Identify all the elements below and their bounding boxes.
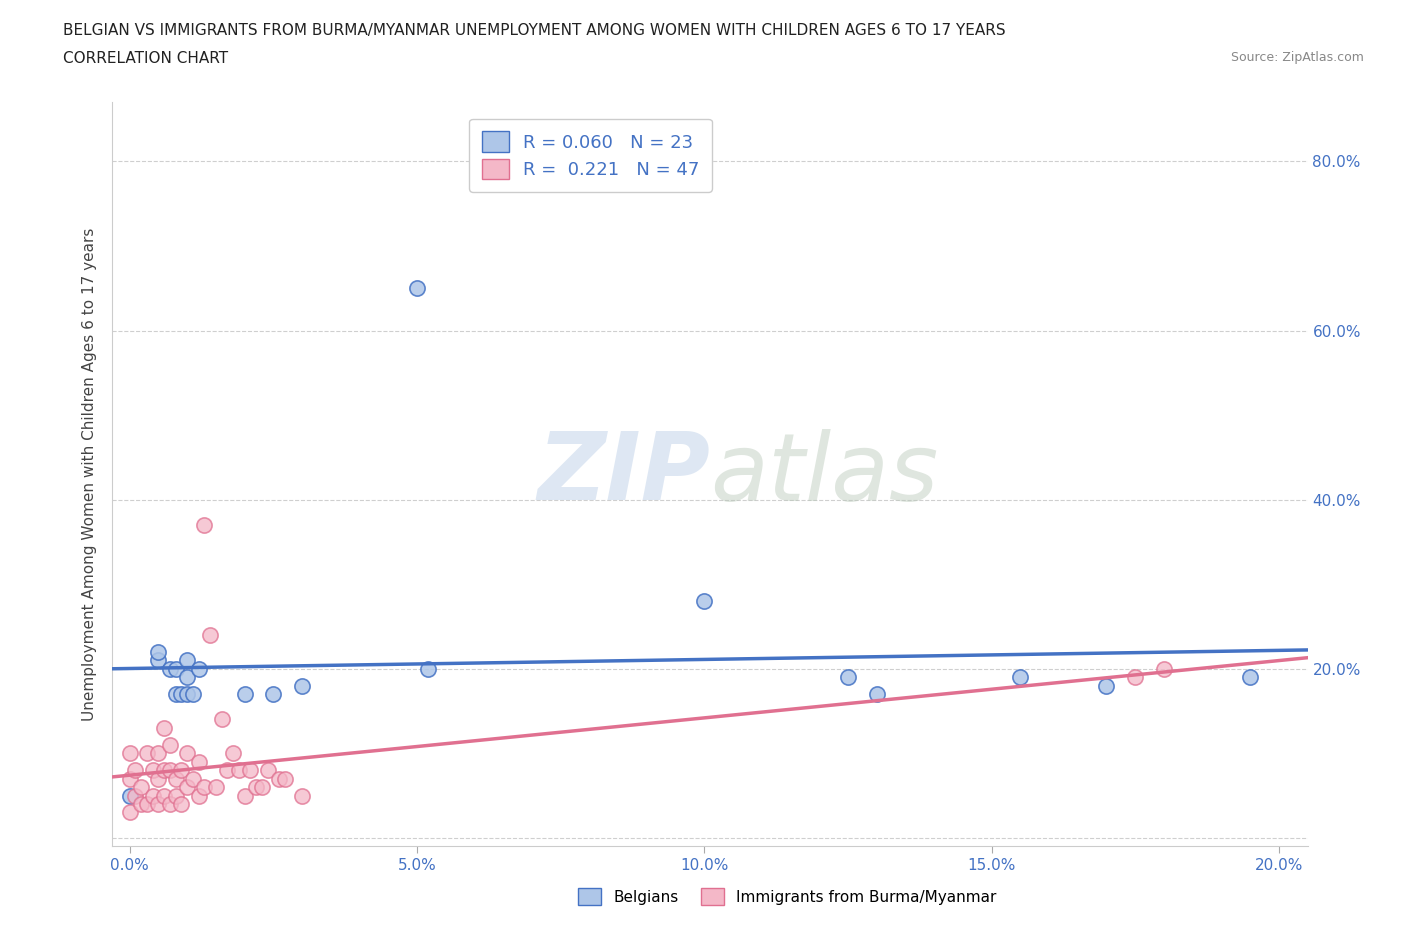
Point: [165, 661, 187, 676]
Point: [245, 779, 267, 794]
Point: [176, 686, 198, 701]
Point: [118, 771, 141, 786]
Point: [148, 653, 170, 668]
Point: [233, 686, 256, 701]
Point: [193, 779, 215, 794]
Point: [136, 746, 159, 761]
Point: [250, 779, 273, 794]
Point: [233, 788, 256, 803]
Point: [176, 746, 198, 761]
Point: [269, 771, 291, 786]
Point: [256, 763, 278, 777]
Point: [866, 686, 889, 701]
Point: [170, 797, 193, 812]
Point: [165, 771, 187, 786]
Point: [159, 737, 181, 752]
Point: [274, 771, 297, 786]
Point: [291, 678, 314, 693]
Point: [1010, 670, 1032, 684]
Point: [211, 712, 233, 727]
Point: [136, 797, 159, 812]
Legend: Belgians, Immigrants from Burma/Myanmar: Belgians, Immigrants from Burma/Myanmar: [572, 883, 1002, 911]
Point: [187, 661, 209, 676]
Point: [176, 670, 198, 684]
Point: [193, 518, 215, 533]
Point: [129, 797, 152, 812]
Point: [153, 763, 176, 777]
Point: [124, 763, 146, 777]
Point: [148, 797, 170, 812]
Point: [239, 763, 262, 777]
Point: [181, 771, 204, 786]
Point: [153, 788, 176, 803]
Text: CORRELATION CHART: CORRELATION CHART: [63, 51, 228, 66]
Text: BELGIAN VS IMMIGRANTS FROM BURMA/MYANMAR UNEMPLOYMENT AMONG WOMEN WITH CHILDREN : BELGIAN VS IMMIGRANTS FROM BURMA/MYANMAR…: [63, 23, 1005, 38]
Point: [222, 746, 245, 761]
Point: [165, 788, 187, 803]
Point: [129, 779, 152, 794]
Point: [187, 754, 209, 769]
Point: [170, 686, 193, 701]
Point: [118, 805, 141, 820]
Point: [170, 763, 193, 777]
Point: [205, 779, 228, 794]
Point: [142, 763, 165, 777]
Point: [198, 628, 221, 643]
Text: Source: ZipAtlas.com: Source: ZipAtlas.com: [1230, 51, 1364, 64]
Point: [142, 788, 165, 803]
Text: ZIP: ZIP: [537, 429, 710, 520]
Point: [118, 746, 141, 761]
Point: [148, 644, 170, 659]
Point: [1123, 670, 1146, 684]
Point: [228, 763, 250, 777]
Point: [159, 661, 181, 676]
Point: [176, 779, 198, 794]
Point: [837, 670, 859, 684]
Point: [159, 763, 181, 777]
Point: [1095, 678, 1118, 693]
Y-axis label: Unemployment Among Women with Children Ages 6 to 17 years: Unemployment Among Women with Children A…: [82, 228, 97, 721]
Point: [148, 746, 170, 761]
Point: [148, 771, 170, 786]
Point: [153, 721, 176, 736]
Point: [262, 686, 284, 701]
Point: [159, 797, 181, 812]
Text: atlas: atlas: [710, 429, 938, 520]
Point: [1153, 661, 1175, 676]
Legend: R = 0.060   N = 23, R =  0.221   N = 47: R = 0.060 N = 23, R = 0.221 N = 47: [470, 119, 711, 193]
Point: [176, 653, 198, 668]
Point: [118, 788, 141, 803]
Point: [406, 281, 429, 296]
Point: [181, 686, 204, 701]
Point: [217, 763, 239, 777]
Point: [418, 661, 440, 676]
Point: [291, 788, 314, 803]
Point: [693, 593, 716, 608]
Point: [165, 686, 187, 701]
Point: [187, 788, 209, 803]
Point: [1239, 670, 1261, 684]
Point: [124, 788, 146, 803]
